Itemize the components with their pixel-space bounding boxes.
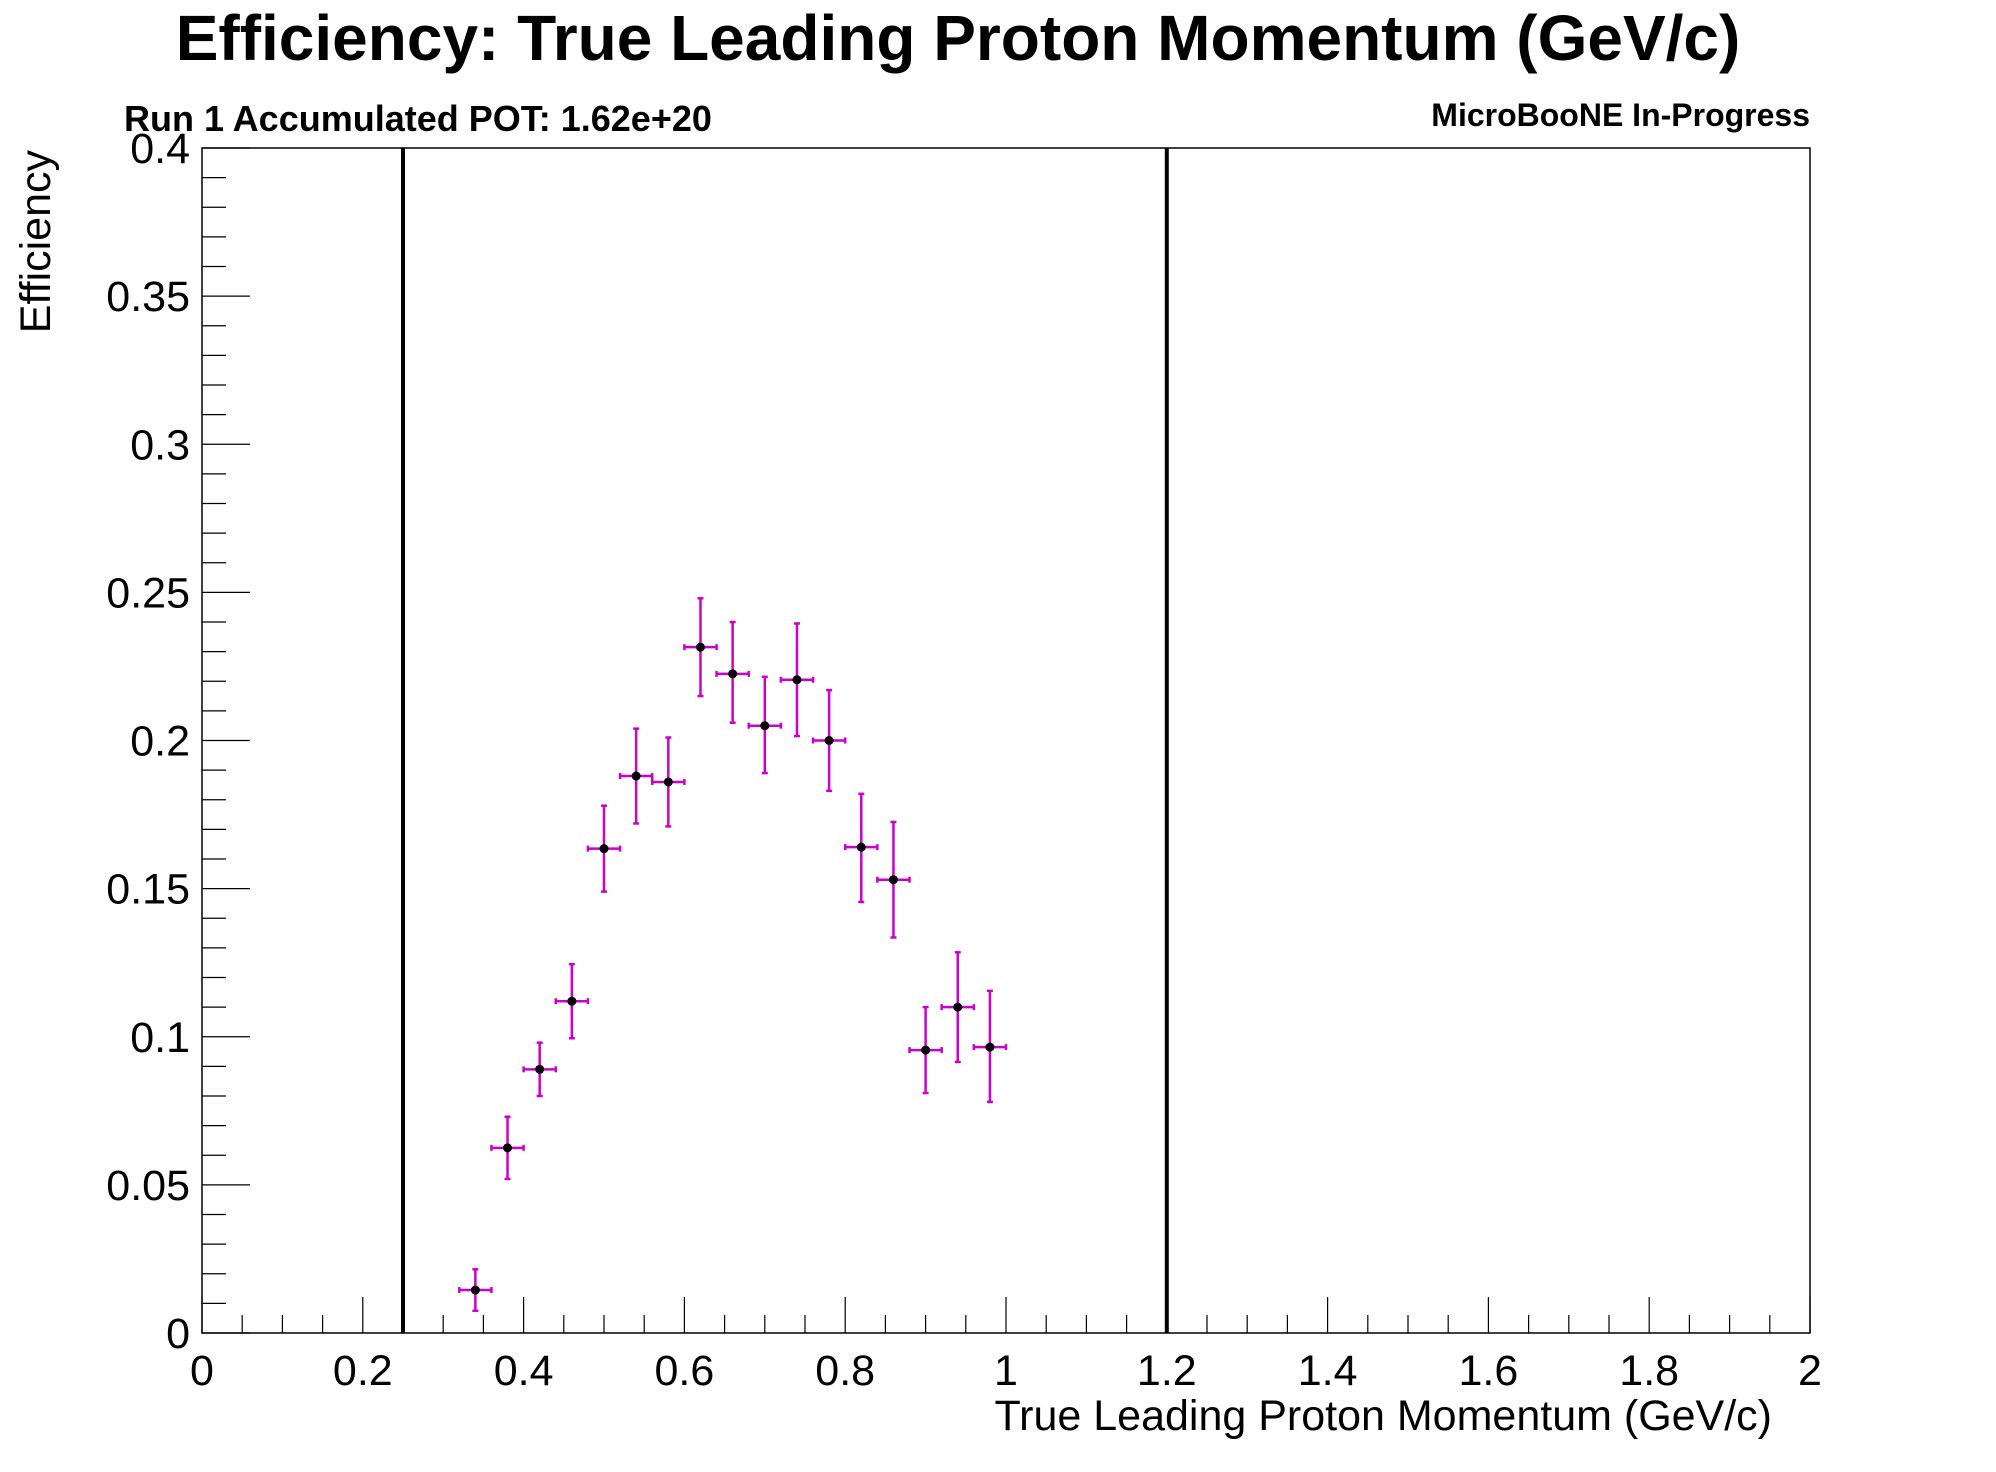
y-tick-label: 0.1: [130, 1014, 190, 1062]
data-marker: [535, 1064, 545, 1074]
data-marker: [470, 1285, 480, 1295]
pot-label: Run 1 Accumulated POT: 1.62e+20: [124, 98, 712, 139]
data-marker: [503, 1143, 513, 1153]
y-tick-label: 0.4: [130, 125, 190, 173]
cut-lines: [401, 148, 1169, 1333]
data-marker: [824, 736, 834, 745]
y-tick-label: 0.2: [130, 718, 190, 766]
data-marker: [695, 642, 705, 652]
x-tick-label: 1: [994, 1347, 1018, 1395]
x-tick-label: 1.4: [1298, 1347, 1358, 1395]
data-marker: [953, 1002, 963, 1012]
data-marker: [631, 771, 641, 781]
plot-frame: [201, 147, 1811, 1334]
data-point: [908, 1005, 943, 1095]
x-tick-label: 0.2: [333, 1347, 393, 1395]
data-marker: [792, 675, 802, 685]
data-marker: [567, 996, 577, 1006]
y-tick-label: 0: [166, 1310, 190, 1358]
y-axis-title: Efficiency: [12, 150, 60, 334]
data-point: [586, 804, 622, 893]
data-point: [747, 675, 783, 775]
y-tick-labels: 0 0.05 0.1 0.15 0.2 0.25 0.3 0.35 0.4: [106, 125, 190, 1358]
data-point: [554, 962, 590, 1040]
data-marker: [663, 777, 673, 787]
y-tick-label: 0.35: [106, 273, 190, 321]
data-point: [715, 620, 750, 724]
data-point: [490, 1115, 525, 1181]
data-marker: [921, 1045, 931, 1055]
x-axis-title: True Leading Proton Momentum (GeV/c): [994, 1392, 1772, 1440]
data-point: [683, 597, 718, 698]
data-marker: [888, 875, 898, 885]
data-marker: [760, 721, 770, 731]
axis-ticks: [201, 147, 1811, 1334]
data-point: [522, 1041, 558, 1098]
y-tick-label: 0.3: [130, 421, 190, 469]
y-tick-label: 0.05: [106, 1162, 190, 1210]
data-point: [618, 727, 654, 825]
data-marker: [728, 669, 738, 679]
experiment-label: MicroBooNE In-Progress: [1431, 97, 1810, 133]
data-point: [843, 792, 879, 904]
data-point: [940, 951, 976, 1064]
data-marker: [985, 1042, 995, 1052]
chart-title: Efficiency: True Leading Proton Momentum…: [176, 2, 1741, 74]
x-tick-label: 0.6: [655, 1347, 715, 1395]
x-tick-label: 0: [190, 1347, 214, 1395]
data-marker: [599, 844, 609, 854]
y-tick-label: 0.15: [106, 866, 190, 914]
data-point: [876, 820, 911, 939]
x-tick-label: 0.4: [494, 1347, 554, 1395]
x-tick-label: 1.2: [1137, 1347, 1197, 1395]
data-marker: [856, 842, 866, 852]
x-tick-labels: 0 0.2 0.4 0.6 0.8 1 1.2 1.4 1.6 1.8 2: [190, 1347, 1822, 1395]
x-tick-label: 1.6: [1459, 1347, 1519, 1395]
data-points: [458, 597, 1008, 1313]
data-point: [458, 1268, 493, 1313]
x-tick-label: 2: [1798, 1347, 1822, 1395]
x-tick-label: 1.8: [1619, 1347, 1679, 1395]
x-tick-label: 0.8: [815, 1347, 875, 1395]
data-point: [972, 989, 1008, 1104]
data-point: [650, 736, 686, 828]
data-point: [779, 622, 815, 738]
data-point: [811, 688, 847, 793]
y-tick-label: 0.25: [106, 569, 190, 617]
